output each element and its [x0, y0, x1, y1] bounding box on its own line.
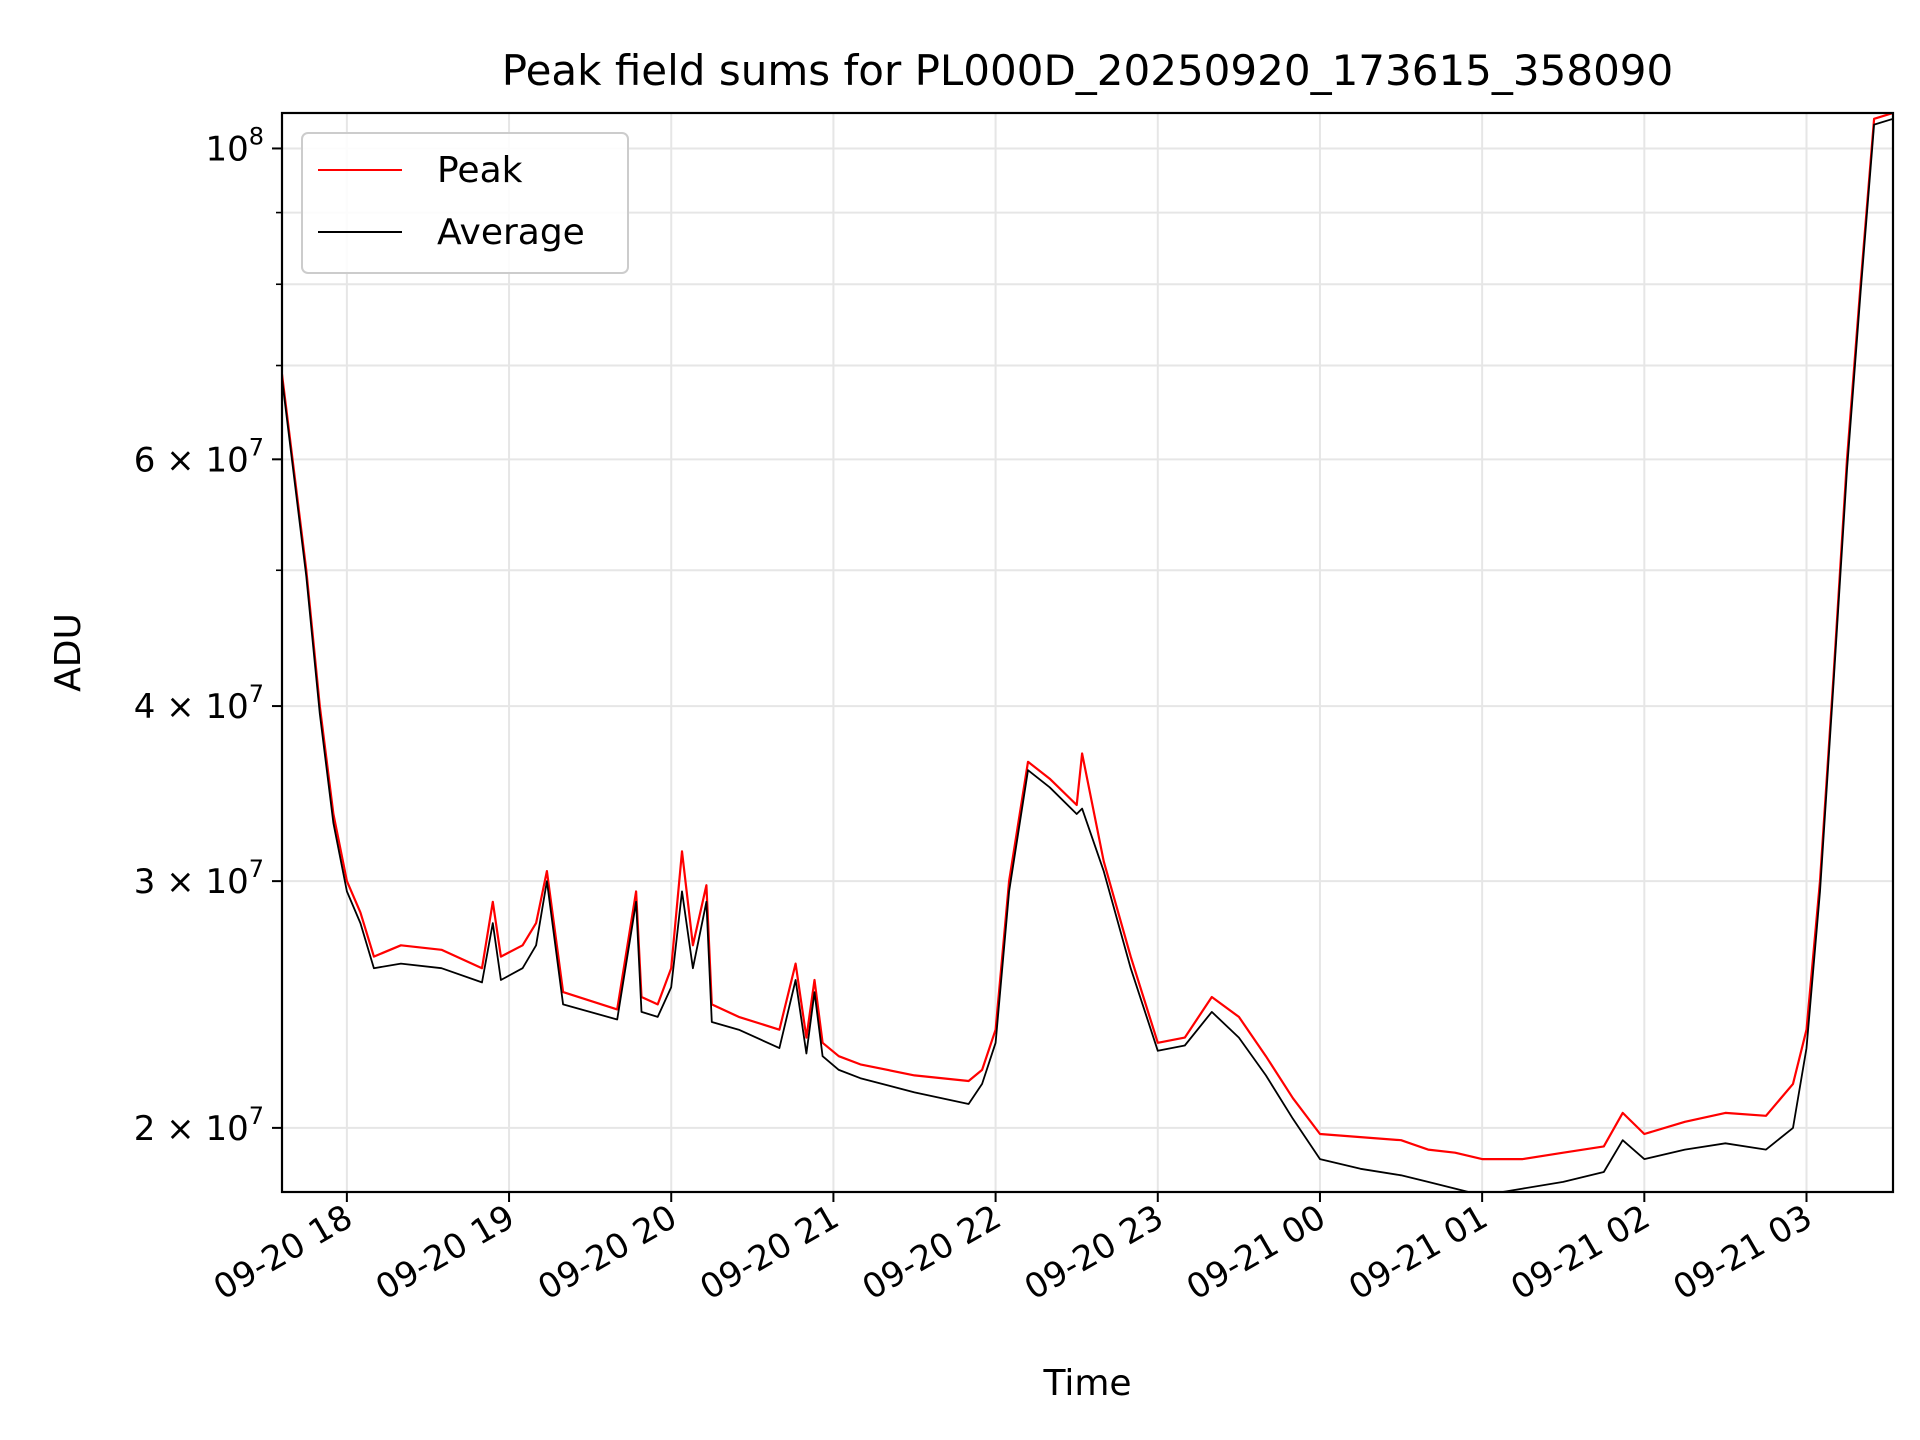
y-tick-label: 6 × 107: [134, 433, 264, 480]
y-tick-label: 108: [205, 122, 264, 169]
y-tick-label: 2 × 107: [134, 1102, 264, 1149]
y-axis-title: ADU: [48, 613, 89, 692]
x-axis-title: Time: [1042, 1363, 1131, 1404]
chart-title: Peak field sums for PL000D_20250920_1736…: [502, 46, 1673, 95]
legend-box: [301, 132, 629, 274]
y-tick-label: 4 × 107: [134, 680, 264, 727]
legend-label-peak: Peak: [437, 150, 523, 191]
series-layer: [282, 113, 1893, 1192]
series-line-average: [282, 117, 1893, 1192]
legend: Peak Average: [301, 132, 629, 274]
y-tick-label: 3 × 107: [134, 855, 264, 902]
grid: [282, 113, 1893, 1192]
legend-label-average: Average: [437, 212, 585, 253]
plot-frame: [280, 111, 1895, 1194]
series-line-peak: [282, 113, 1893, 1161]
